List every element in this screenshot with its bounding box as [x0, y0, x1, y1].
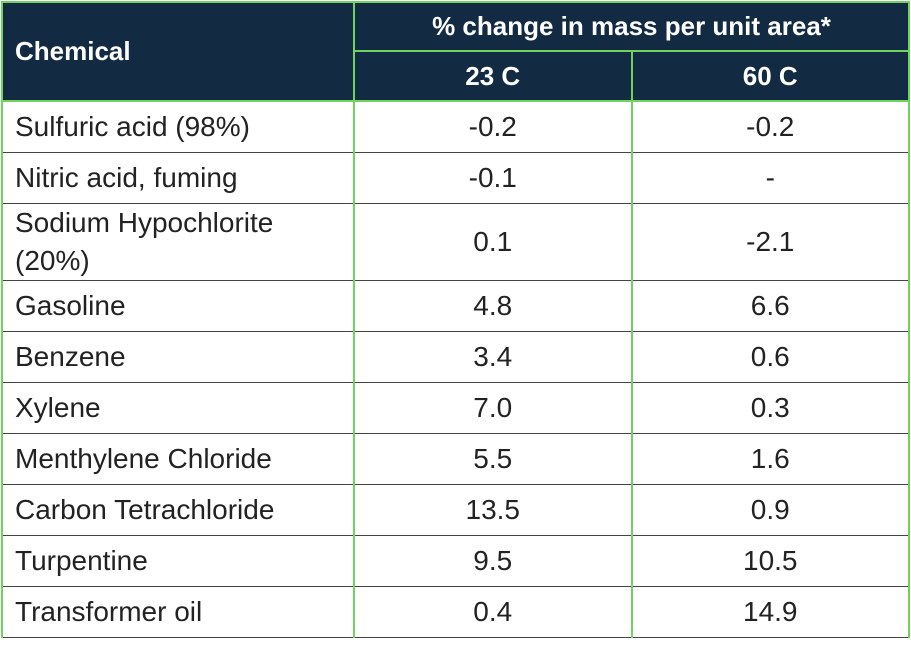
chemical-name: Turpentine	[1, 535, 355, 587]
mass-change: 14.9	[630, 586, 910, 638]
table-row: Nitric acid, fuming -0.1-	[1, 152, 910, 204]
table-row: Carbon Tetrachloride 13.5 0.9	[1, 484, 910, 536]
mass-change: -0.2	[630, 100, 910, 153]
table-row: Transformer oil 0.4 14.9	[1, 586, 910, 638]
mass-change: 0.6	[630, 331, 910, 383]
chemical-name: Carbon Tetrachloride	[1, 484, 355, 536]
chemical-name: Menthylene Chloride	[1, 433, 355, 485]
header-group: % change in mass per unit area*	[353, 1, 910, 52]
mass-change: 3.4	[353, 331, 633, 383]
chemical-name: Xylene	[1, 382, 355, 434]
mass-change: 6.6	[630, 280, 910, 332]
mass-change: -	[630, 152, 910, 204]
header-chemical: Chemical	[1, 1, 355, 102]
mass-change: 0.3	[630, 382, 910, 434]
table-body: Sulfuric acid (98%) -0.2 -0.2 Nitric acid, …	[1, 100, 910, 638]
header-column: 23 C	[353, 50, 633, 102]
table-row: Gasoline 4.8 6.6	[1, 280, 910, 332]
mass-change: 5.5	[353, 433, 633, 485]
table-row: Turpentine 9.5 10.5	[1, 535, 910, 587]
mass-change: -0.2	[353, 100, 633, 153]
chemical-name: Sodium Hypochlorite (20%)	[1, 203, 355, 281]
chemical-name: Benzene	[1, 331, 355, 383]
table-row: Sodium Hypochlorite (20%) 0.1 -2.1	[1, 203, 910, 281]
chemical-name: Sulfuric acid (98%)	[1, 100, 355, 153]
mass-change: 4.8	[353, 280, 633, 332]
table-row: Benzene 3.4 0.6	[1, 331, 910, 383]
chemical-name: Gasoline	[1, 280, 355, 332]
table-row: Menthylene Chloride 5.5 1.6	[1, 433, 910, 485]
chemical-table: Chemical % change in mass per unit area*…	[1, 1, 910, 638]
table-row: Sulfuric acid (98%) -0.2 -0.2	[1, 100, 910, 153]
mass-change: 9.5	[353, 535, 633, 587]
mass-change: 0.9	[630, 484, 910, 536]
mass-change: -0.1	[353, 152, 633, 204]
mass-change: 1.6	[630, 433, 910, 485]
mass-change: 0.4	[353, 586, 633, 638]
table-row: Xylene 7.0 0.3	[1, 382, 910, 434]
chemical-name: Transformer oil	[1, 586, 355, 638]
header-column: 60 C	[630, 50, 910, 102]
mass-change: 7.0	[353, 382, 633, 434]
mass-change: -2.1	[630, 203, 910, 281]
mass-change: 0.1	[353, 203, 633, 281]
mass-change: 10.5	[630, 535, 910, 587]
mass-change: 13.5	[353, 484, 633, 536]
chemical-name: Nitric acid, fuming	[1, 152, 355, 204]
